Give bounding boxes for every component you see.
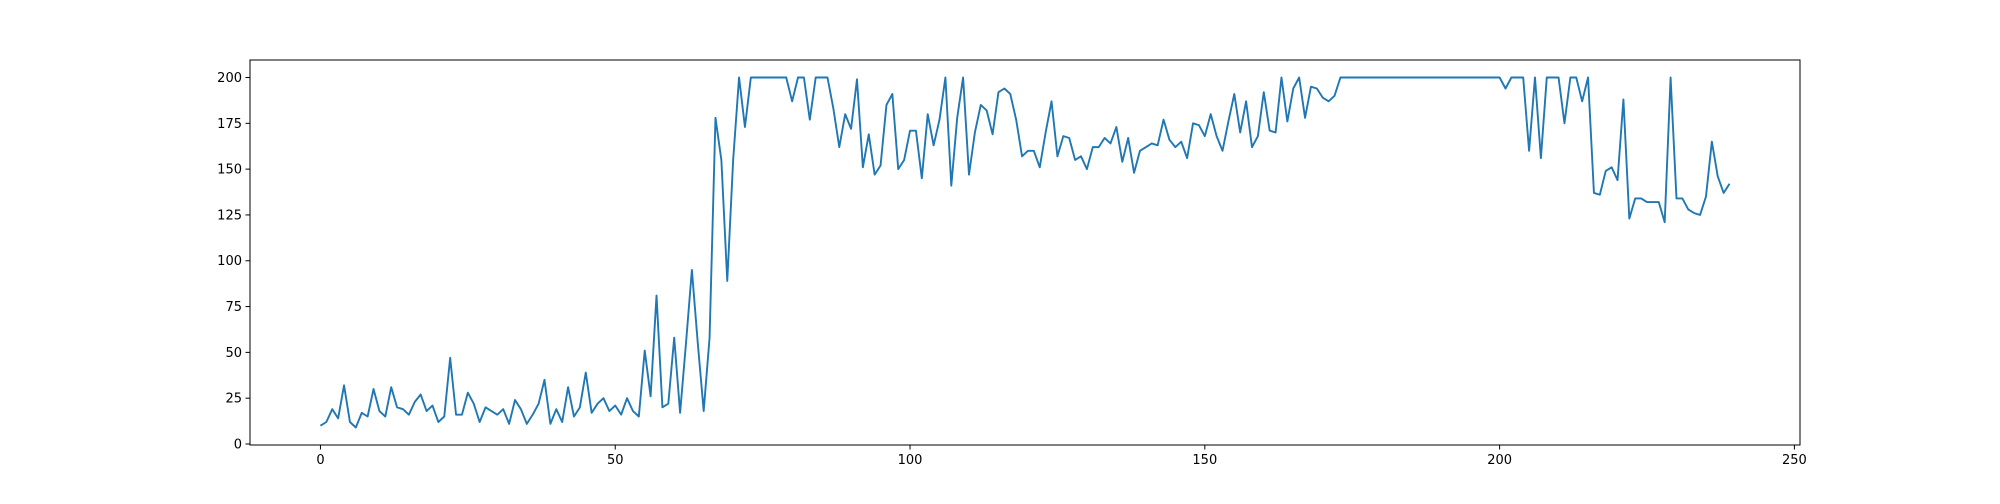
x-tick-label: 0 bbox=[316, 453, 324, 468]
axes-frame bbox=[249, 59, 1801, 446]
x-tick-label: 100 bbox=[898, 453, 923, 468]
y-tick-label: 125 bbox=[217, 208, 242, 223]
x-tick-label: 150 bbox=[1192, 453, 1217, 468]
y-tick-label: 175 bbox=[217, 117, 242, 132]
y-tick-label: 0 bbox=[234, 437, 242, 452]
y-tick-label: 150 bbox=[217, 163, 242, 178]
y-tick-label: 75 bbox=[225, 300, 242, 315]
y-tick-label: 50 bbox=[225, 346, 242, 361]
data-line bbox=[319, 76, 1731, 429]
x-tick-label: 50 bbox=[607, 453, 624, 468]
x-tick-label: 250 bbox=[1782, 453, 1807, 468]
y-tick-label: 25 bbox=[225, 392, 242, 407]
y-tick-label: 100 bbox=[217, 254, 242, 269]
y-tick-label: 200 bbox=[217, 71, 242, 86]
x-tick-label: 200 bbox=[1487, 453, 1512, 468]
